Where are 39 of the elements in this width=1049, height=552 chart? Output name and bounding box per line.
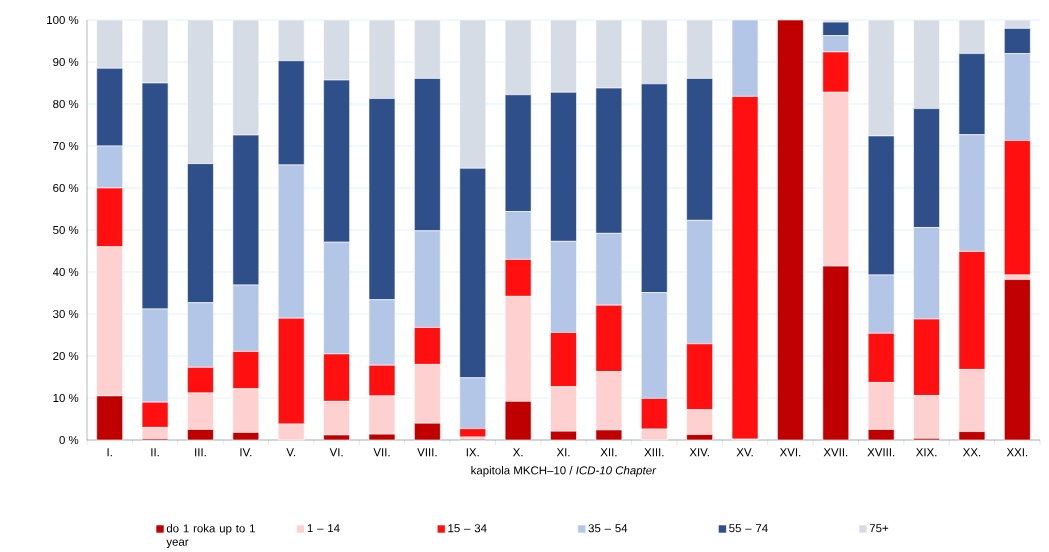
x-tick-label: III. — [195, 448, 206, 457]
y-tick-label: 30 % — [53, 309, 79, 319]
legend-label: 55 – 74 — [729, 524, 768, 533]
y-tick-label: 50 % — [53, 225, 79, 235]
x-tick-label: VI. — [329, 448, 343, 457]
x-tick-label: XI. — [556, 448, 570, 457]
x-tick-label: II. — [151, 448, 159, 457]
x-tick-label: IX. — [466, 448, 479, 457]
y-tick-label: 40 % — [52, 267, 79, 277]
legend-label: 75+ — [869, 524, 889, 533]
x-tick-label: X. — [512, 448, 523, 457]
legend-label: 15 – 34 — [448, 524, 487, 533]
x-tick-label: VIII. — [417, 448, 437, 457]
x-tick-label: XIV. — [689, 448, 709, 457]
y-tick-label: 70 % — [53, 141, 79, 151]
x-tick-label: XVIII. — [867, 448, 895, 457]
x-tick-label: XV. — [736, 448, 753, 457]
legend-label: do 1 roka up to 1 year — [166, 523, 255, 549]
x-tick-label: XIX. — [915, 448, 937, 457]
x-tick-label: IV. — [240, 448, 252, 457]
x-tick-label: V. — [286, 448, 296, 457]
x-tick-label: I. — [107, 448, 112, 457]
y-tick-label: 60 % — [53, 183, 79, 193]
x-tick-label: VII. — [373, 448, 390, 457]
y-tick-label: 0 % — [59, 435, 79, 445]
y-tick-label: 10 % — [53, 393, 79, 403]
x-tick-label: XVI. — [779, 448, 801, 457]
legend-label: 35 – 54 — [588, 524, 628, 533]
x-tick-label: XXI. — [1006, 448, 1028, 457]
y-tick-label: 100 % — [47, 15, 79, 25]
x-tick-label: XII. — [600, 448, 617, 457]
legend-label: 1 – 14 — [307, 524, 340, 533]
x-tick-label: XX. — [962, 448, 981, 457]
x-axis-title: kapitola MKCH–10 / ICD-10 Chapter — [471, 465, 657, 477]
x-tick-label: XVII. — [823, 448, 848, 457]
y-tick-label: 80 % — [53, 99, 79, 109]
y-tick-label: 90 % — [53, 57, 79, 67]
y-tick-label: 20 % — [53, 351, 79, 361]
x-tick-label: XIII. — [644, 448, 664, 457]
